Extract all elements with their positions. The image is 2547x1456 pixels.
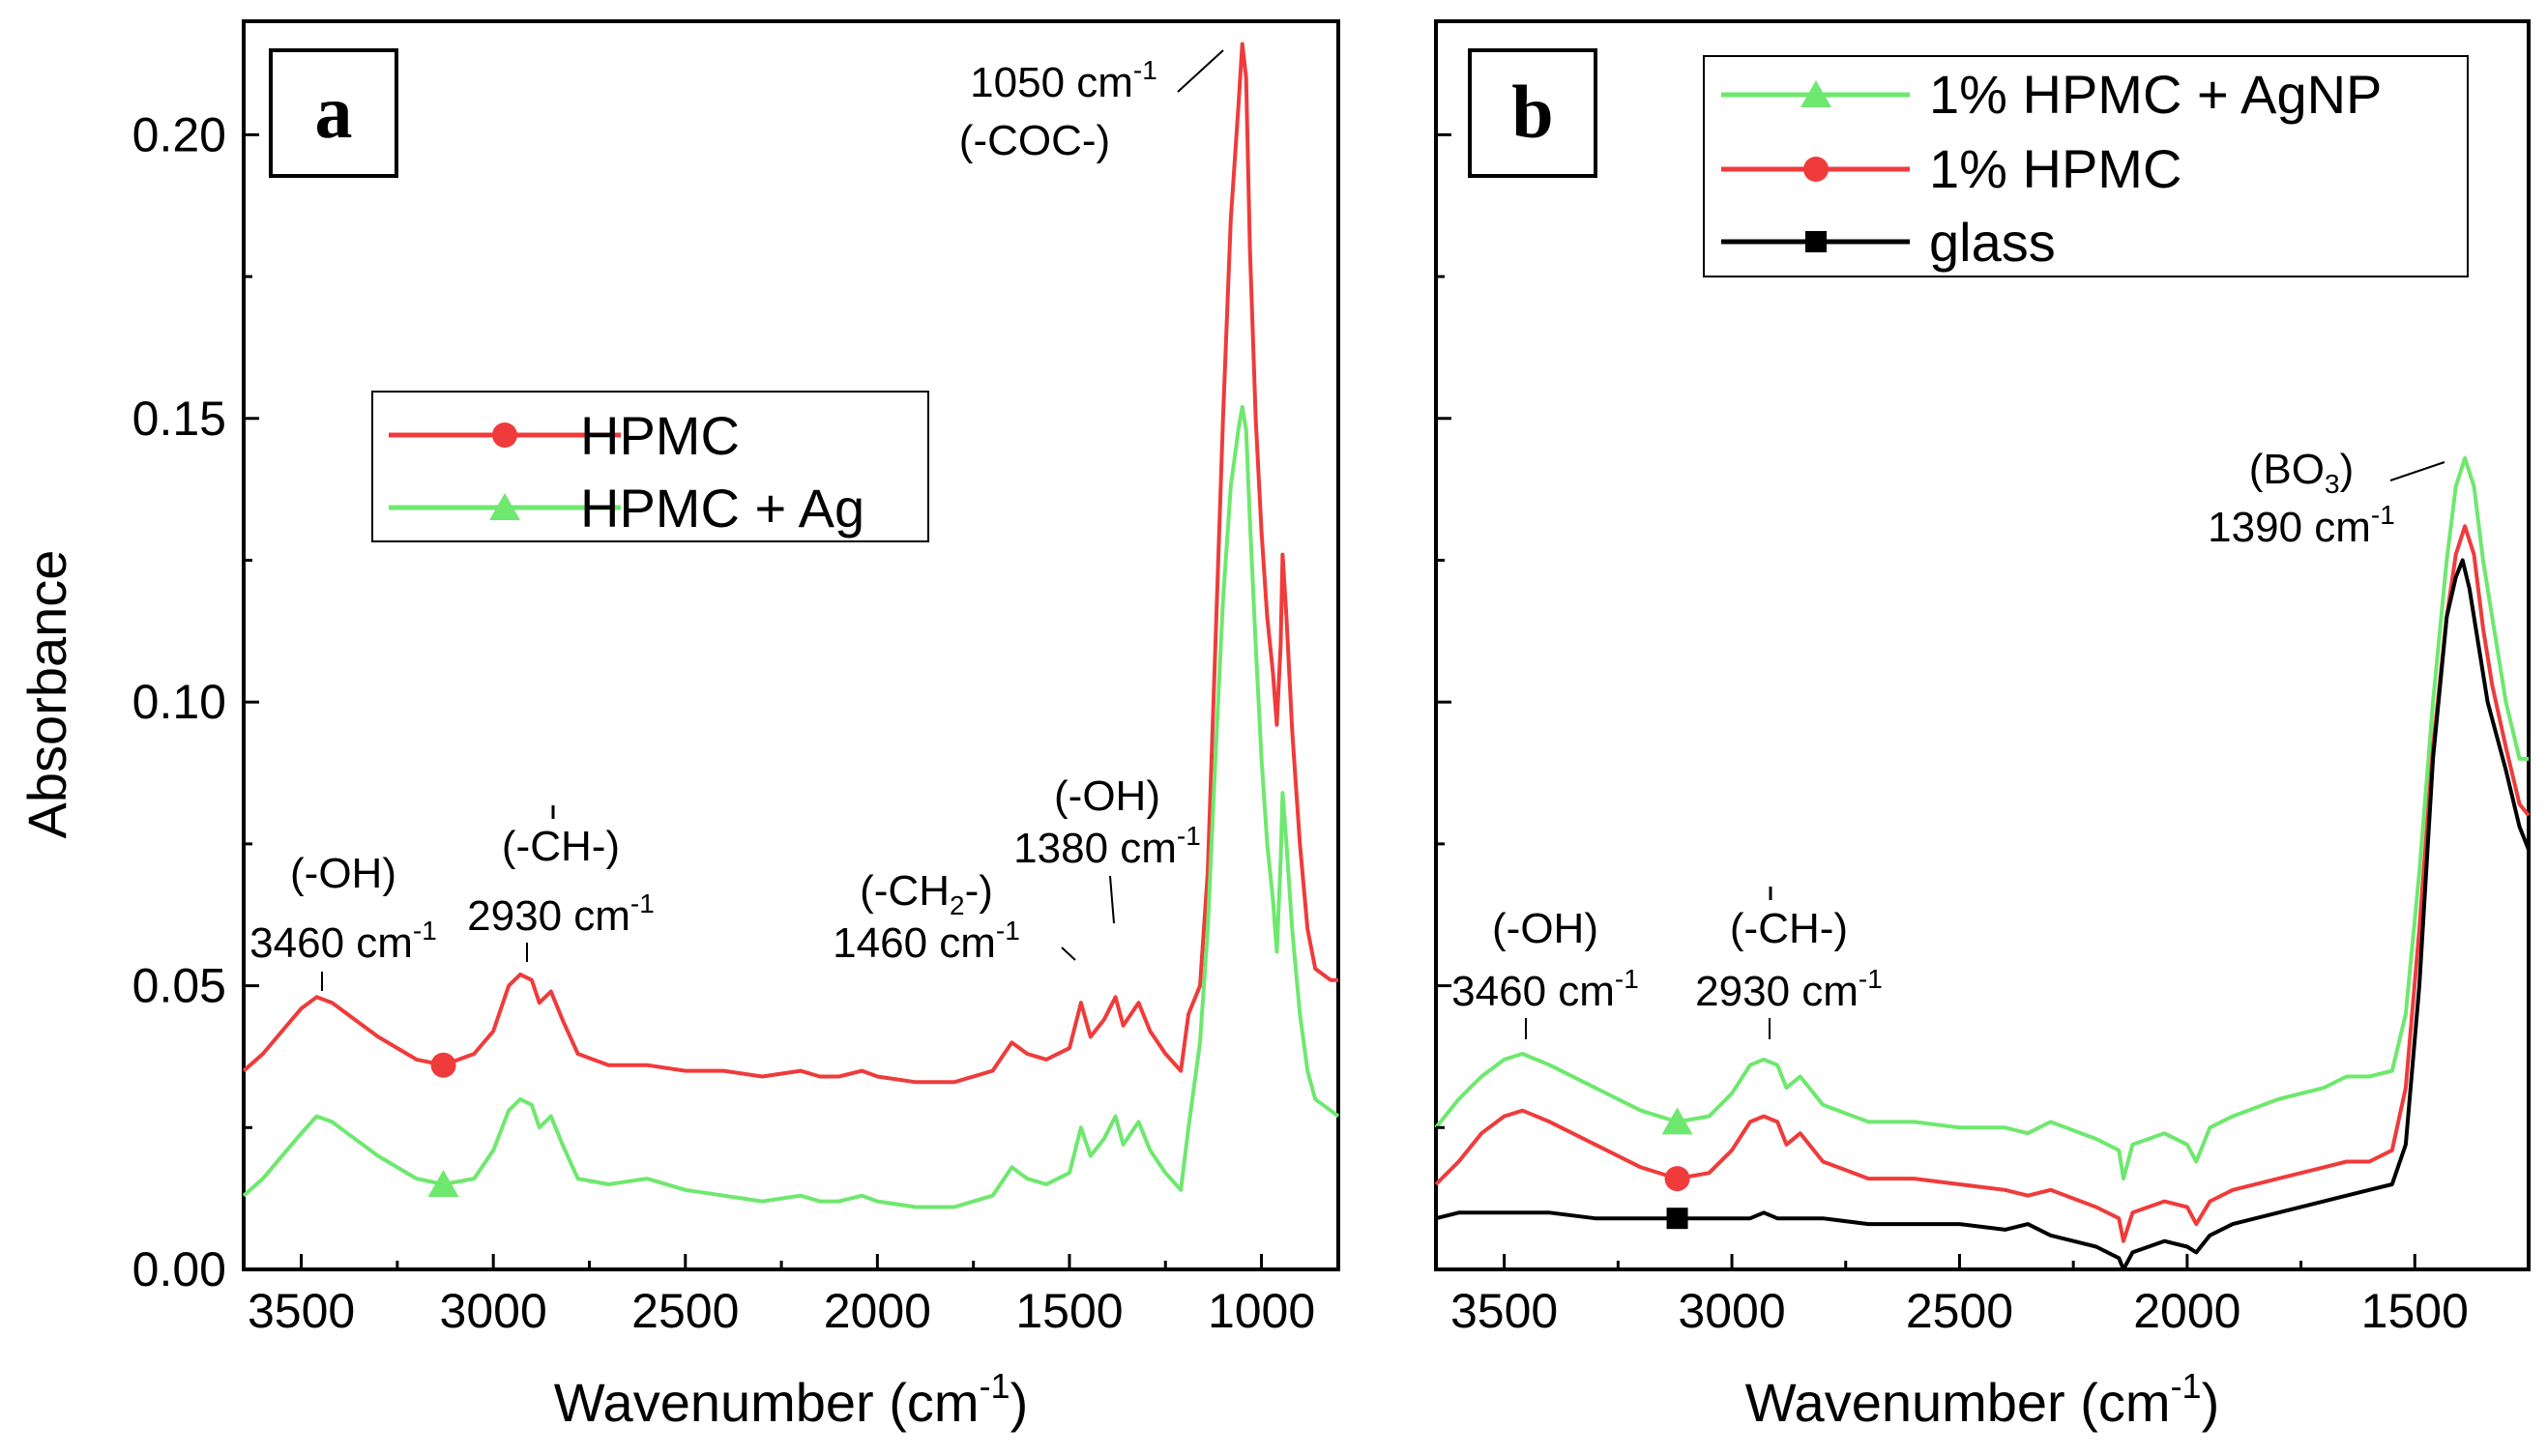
panel-a-letter: a xyxy=(315,70,353,154)
x-tick-label: 2000 xyxy=(2133,1284,2240,1338)
series-marker-glass xyxy=(1666,1208,1688,1230)
x-tick-label: 1500 xyxy=(1015,1284,1123,1338)
panel-b-legend: 1% HPMC + AgNP 1% HPMC glass xyxy=(1703,55,2469,277)
annotation-wavenumber-label: 2930 cm-1 xyxy=(467,888,655,940)
series-marker-1-hpmc-agnp xyxy=(1661,1107,1693,1135)
x-tick-label: 1000 xyxy=(1208,1284,1315,1338)
panel-a-series xyxy=(242,42,1340,1209)
panel-b-frame xyxy=(1434,19,2531,1271)
annotation-group-label: (-CH-) xyxy=(502,823,620,870)
panel-b-letter: b xyxy=(1511,70,1553,154)
series-line-glass xyxy=(1435,558,2531,1271)
y-tick-label: 0.20 xyxy=(132,107,226,161)
panel-b-y-ticks xyxy=(1436,132,1451,1271)
x-tick-label: 2500 xyxy=(631,1284,739,1338)
series-marker-1-hpmc xyxy=(1664,1166,1690,1192)
panel-a-x-axis-title: Wavenumber (cm-1) xyxy=(554,1366,1028,1433)
y-axis-title: Absorbance xyxy=(16,550,77,839)
annotation-group-label: (-OH) xyxy=(290,850,396,897)
annotation-wavenumber-label: 1380 cm-1 xyxy=(1013,821,1201,872)
legend-label-hpmc-ag: HPMC + Ag xyxy=(580,478,864,539)
panel-b-annotations: (-OH) 3460 cm-1 (-CH-) 2930 cm-1 (BO3)1390 c… xyxy=(1451,446,2445,1039)
legend-label-hpmc-agnp: 1% HPMC + AgNP xyxy=(1929,64,2382,125)
legend-box xyxy=(371,391,929,542)
x-tick-label: 3500 xyxy=(1450,1284,1558,1338)
panel-a: 3500 3000 2500 2000 1500 1000 0.00 0.05 0.10 0.1… xyxy=(132,19,1340,1433)
panel-b-letter-box xyxy=(1468,48,1597,178)
panel-a-legend: HPMC HPMC + Ag xyxy=(371,391,929,542)
panel-b-x-axis-title: Wavenumber (cm-1) xyxy=(1745,1366,2219,1433)
panel-a-frame xyxy=(242,19,1340,1271)
x-tick-label: 3000 xyxy=(1678,1284,1785,1338)
series-line-1-hpmc-agnp xyxy=(1434,455,2529,1181)
annotation-group-label: (-CH-) xyxy=(1730,905,1848,952)
legend-marker-hpmc-ag xyxy=(489,493,520,520)
panel-a-annotations: 1050 cm-1 (-COC-) (-OH) 3460 cm-1 (-CH-) 2930… xyxy=(249,49,1224,991)
y-tick-label: 0.15 xyxy=(132,392,226,446)
annotation-group-label: (-CH2-) xyxy=(860,867,993,920)
annotation-leader-line xyxy=(1061,946,1076,961)
x-tick-label: 2500 xyxy=(1906,1284,2013,1338)
y-tick-label: 0.10 xyxy=(132,675,226,729)
annotation-wavenumber-label: 3460 cm-1 xyxy=(249,916,437,967)
annotation-wavenumber-label: 1460 cm-1 xyxy=(833,916,1020,967)
x-tick-label: 3000 xyxy=(440,1284,547,1338)
annotation-leader-line xyxy=(1177,49,1224,93)
annotation-group-label: (-OH) xyxy=(1492,905,1598,952)
panel-a-x-ticks: 3500 3000 2500 2000 1500 1000 xyxy=(248,1254,1315,1338)
y-tick-label: 0.05 xyxy=(132,959,226,1013)
panel-b: 3500 3000 2500 2000 1500 (-OH) 3460 cm-1 (-CH-… xyxy=(1434,19,2531,1433)
x-tick-label: 2000 xyxy=(824,1284,931,1338)
annotation-wavenumber-label: 2930 cm-1 xyxy=(1695,964,1883,1015)
annotation-wavenumber-label: 1390 cm-1 xyxy=(2208,500,2395,551)
legend-label-glass: glass xyxy=(1929,212,2056,273)
annotation-wavenumber-label: 3460 cm-1 xyxy=(1451,964,1639,1015)
panel-b-x-ticks: 3500 3000 2500 2000 1500 xyxy=(1450,1254,2531,1338)
y-tick-label: 0.00 xyxy=(132,1242,226,1296)
annotation-group-label: (BO3) xyxy=(2249,446,2354,499)
annotation-group-label: (-COC-) xyxy=(959,117,1110,164)
series-marker-hpmc xyxy=(430,1052,456,1078)
x-tick-label: 3500 xyxy=(248,1284,355,1338)
series-line-1-hpmc xyxy=(1434,524,2531,1243)
annotation-leader-line xyxy=(1109,875,1115,924)
legend-marker-hpmc-1 xyxy=(1803,157,1829,182)
annotation-leader-line xyxy=(2389,461,2445,481)
series-marker-hpmc-ag xyxy=(427,1169,459,1197)
series-line-hpmc xyxy=(242,42,1338,1085)
legend-marker-hpmc-agnp xyxy=(1800,80,1831,107)
x-tick-label: 1500 xyxy=(2361,1284,2469,1338)
panel-b-series xyxy=(1434,455,2531,1271)
panel-a-y-ticks: 0.00 0.05 0.10 0.15 0.20 xyxy=(132,107,259,1296)
annotation-wavenumber-label: 1050 cm-1 xyxy=(970,55,1157,106)
series-line-hpmc-ag xyxy=(242,405,1340,1209)
panel-a-letter-box xyxy=(269,48,398,178)
legend-label-hpmc-1: 1% HPMC xyxy=(1929,138,2181,199)
annotation-group-label: (-OH) xyxy=(1054,772,1160,820)
legend-label-hpmc: HPMC xyxy=(580,405,740,466)
legend-marker-hpmc xyxy=(492,422,517,448)
legend-marker-glass xyxy=(1805,231,1827,252)
